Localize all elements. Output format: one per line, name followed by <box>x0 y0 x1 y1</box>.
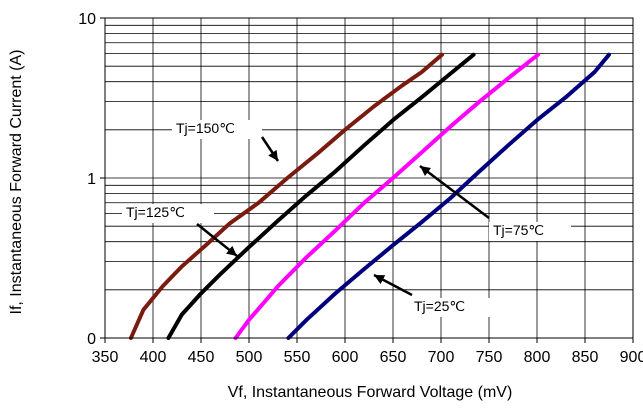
annotations: Tj=150℃ Tj=125℃ Tj=75℃ Tj=25℃ <box>122 120 571 317</box>
x-tick-labels: 350 400 450 500 550 600 650 700 750 800 850 900 <box>92 349 643 366</box>
x-tick-label: 800 <box>524 349 551 366</box>
annotation-background <box>122 204 214 223</box>
x-tick-label: 350 <box>92 349 119 366</box>
annotation-label: Tj=25℃ <box>414 298 465 314</box>
series-line <box>166 52 476 340</box>
annotation-arrowhead <box>268 149 278 161</box>
x-tick-label: 400 <box>140 349 167 366</box>
annotation-label: Tj=75℃ <box>493 222 544 238</box>
x-tick-label: 600 <box>332 349 359 366</box>
annotation-arrowhead <box>226 245 237 256</box>
series-line <box>286 52 611 340</box>
y-tick-label: 10 <box>78 11 96 28</box>
y-tick-label: 1 <box>87 171 96 188</box>
annotation-label: Tj=125℃ <box>126 204 185 220</box>
x-tick-label: 450 <box>188 349 215 366</box>
y-tick-labels: 0 1 10 <box>78 11 96 348</box>
x-tick-label: 900 <box>620 349 643 366</box>
y-axis-label: If, Instantaneous Forward Current (A) <box>8 50 25 315</box>
annotation-arrowhead <box>374 275 386 285</box>
x-tick-label: 500 <box>236 349 263 366</box>
x-tick-label: 700 <box>428 349 455 366</box>
annotation-background <box>489 222 571 241</box>
annotation-arrowhead <box>420 166 431 177</box>
y-tick-label: 0 <box>87 331 96 348</box>
annotation-label: Tj=150℃ <box>176 120 235 136</box>
x-tick-label: 750 <box>476 349 503 366</box>
x-tick-label: 850 <box>572 349 599 366</box>
x-tick-label: 550 <box>284 349 311 366</box>
annotation-leader-line <box>419 165 490 219</box>
series-line <box>128 52 444 340</box>
grid <box>105 18 633 338</box>
series-line <box>233 52 540 340</box>
annotation-background <box>410 298 492 317</box>
annotation-background <box>172 120 262 139</box>
x-axis-label: Vf, Instantaneous Forward Voltage (mV) <box>228 384 513 401</box>
series-layer <box>128 52 611 340</box>
x-tick-label: 650 <box>380 349 407 366</box>
axes <box>100 17 634 343</box>
